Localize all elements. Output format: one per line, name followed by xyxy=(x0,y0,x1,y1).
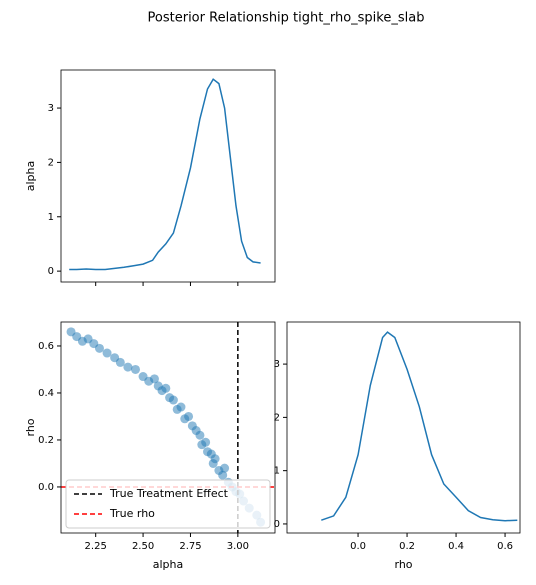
x-tick-label: 0.4 xyxy=(448,541,464,552)
x-axis-label: rho xyxy=(394,558,412,571)
y-tick-label: 1 xyxy=(48,212,54,223)
x-tick-label: 2.75 xyxy=(179,541,201,552)
legend-label: True rho xyxy=(109,507,155,520)
point xyxy=(130,364,140,374)
point xyxy=(184,411,194,421)
point xyxy=(94,343,104,353)
point xyxy=(161,383,171,393)
x-axis-label: alpha xyxy=(153,558,184,571)
kde-line xyxy=(69,78,261,271)
y-tick-label: 3 xyxy=(48,103,54,114)
x-tick-label: 2.25 xyxy=(85,541,107,552)
point xyxy=(218,470,228,480)
point xyxy=(123,362,133,372)
point xyxy=(102,348,112,358)
legend-label: True Treatment Effect xyxy=(109,487,229,500)
axes-frame xyxy=(60,321,276,534)
axes-frame xyxy=(60,69,276,283)
y-axis-label: rho xyxy=(24,418,37,436)
point xyxy=(115,357,125,367)
y-tick-label: 2 xyxy=(274,412,280,423)
x-tick-label: 2.50 xyxy=(132,541,154,552)
y-tick-label: 0.6 xyxy=(38,341,54,352)
point xyxy=(201,437,211,447)
point xyxy=(149,374,159,384)
y-axis-label: alpha xyxy=(24,161,37,192)
chart-title: Posterior Relationship tight_rho_spike_s… xyxy=(148,11,425,26)
axes-frame xyxy=(286,321,521,534)
x-tick-label: 0.2 xyxy=(399,541,415,552)
kde-line xyxy=(321,331,518,522)
y-tick-label: 0.0 xyxy=(38,482,54,493)
legend-box xyxy=(65,479,271,529)
x-tick-label: 3.00 xyxy=(227,541,249,552)
x-tick-label: 0.6 xyxy=(497,541,513,552)
y-tick-label: 0 xyxy=(48,266,54,277)
y-tick-label: 0.2 xyxy=(38,435,54,446)
point xyxy=(168,395,178,405)
x-tick-label: 0.0 xyxy=(350,541,366,552)
point xyxy=(176,402,186,412)
y-tick-label: 3 xyxy=(274,359,280,370)
y-tick-label: 0.4 xyxy=(38,388,54,399)
point xyxy=(220,463,230,473)
y-tick-label: 2 xyxy=(48,157,54,168)
y-tick-label: 0 xyxy=(274,519,280,530)
point xyxy=(195,430,205,440)
y-tick-label: 1 xyxy=(274,466,280,477)
point xyxy=(210,454,220,464)
